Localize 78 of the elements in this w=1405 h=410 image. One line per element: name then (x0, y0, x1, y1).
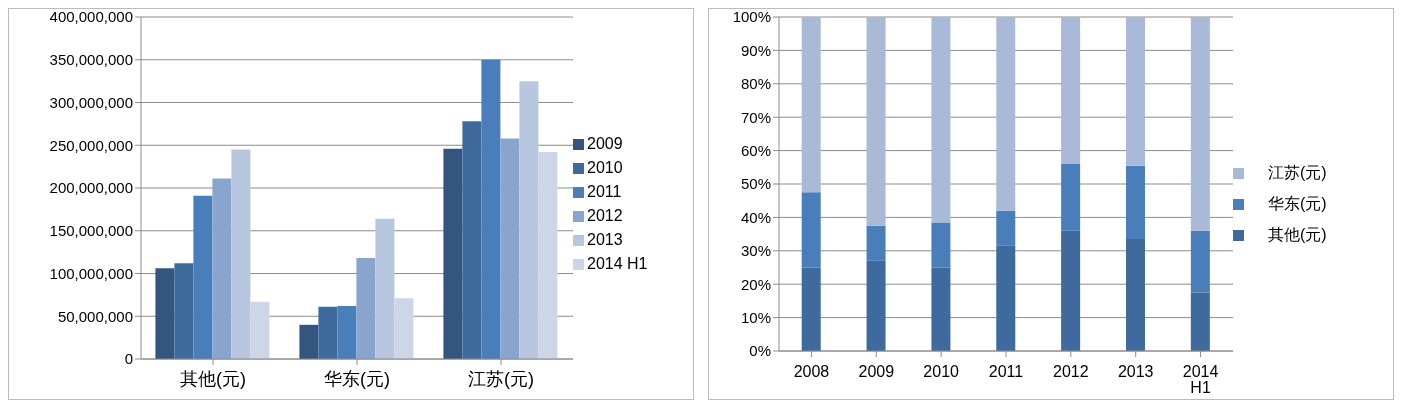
y-tick-label: 60% (740, 141, 771, 159)
y-tick-label: 400,000,000 (49, 8, 133, 26)
legend-label: 其他(元) (1268, 224, 1327, 245)
legend-label: 2013 (587, 231, 623, 249)
legend-label: 2009 (587, 135, 623, 153)
x-tick-label: 华东(元) (324, 369, 390, 389)
x-tick-label: 其他(元) (180, 369, 246, 389)
bar (1125, 239, 1145, 351)
bar (174, 263, 194, 359)
x-tick-label: 2009 (858, 363, 895, 380)
bar (931, 267, 951, 351)
legend-label: 2012 (587, 207, 623, 225)
bar (356, 258, 376, 359)
bar (996, 245, 1016, 351)
bar (996, 210, 1016, 246)
y-tick-label: 0 (124, 350, 133, 368)
x-tick-label: 2010 (923, 363, 960, 380)
bar (866, 17, 886, 226)
bar (231, 149, 251, 359)
bar (193, 195, 213, 359)
bar (394, 298, 414, 359)
bar (1125, 17, 1145, 166)
bar (538, 152, 558, 359)
legend-label: 华东(元) (1268, 193, 1327, 214)
bar (155, 268, 175, 359)
x-tick-label: 2013 (1117, 363, 1154, 380)
bar (212, 178, 232, 359)
y-tick-label: 100% (732, 8, 771, 26)
y-tick-label: 300,000,000 (49, 93, 133, 111)
bar (866, 225, 886, 261)
legend-label: 2014 H1 (587, 255, 648, 273)
y-tick-label: 50,000,000 (57, 307, 133, 325)
y-tick-label: 250,000,000 (49, 136, 133, 154)
bar (931, 17, 951, 223)
y-tick-label: 200,000,000 (49, 179, 133, 197)
y-tick-label: 10% (740, 308, 771, 326)
y-tick-label: 90% (740, 41, 771, 59)
bar (801, 267, 821, 351)
bar (1190, 230, 1210, 293)
bar (318, 306, 338, 359)
bar (481, 59, 501, 359)
legend-label: 2010 (587, 159, 623, 177)
x-tick-label: 2011 (988, 363, 1024, 380)
bar (462, 121, 482, 359)
bar (250, 301, 270, 359)
bar (1061, 230, 1081, 351)
y-tick-label: 150,000,000 (49, 222, 133, 240)
bar (1190, 17, 1210, 231)
bar (931, 222, 951, 268)
y-tick-label: 80% (740, 75, 771, 93)
legend-label: 2011 (587, 183, 622, 201)
y-tick-label: 20% (740, 275, 771, 293)
bar (337, 305, 357, 359)
bar (1061, 163, 1081, 231)
bar (1061, 17, 1081, 164)
legend-label: 江苏(元) (1268, 162, 1327, 183)
bar (801, 192, 821, 268)
bar (375, 218, 395, 359)
y-tick-label: 40% (740, 208, 771, 226)
bar (801, 17, 821, 193)
x-tick-label: 2012 (1053, 363, 1089, 380)
bar (1190, 292, 1210, 351)
bar (500, 138, 520, 359)
x-tick-label: 2008 (793, 363, 830, 380)
bar (299, 324, 319, 359)
bar (1125, 165, 1145, 240)
y-tick-label: 70% (740, 108, 771, 126)
y-tick-label: 100,000,000 (49, 264, 133, 282)
y-tick-label: 0% (749, 342, 771, 360)
y-tick-label: 30% (740, 242, 771, 260)
x-tick-label: 2014 H1 (1182, 363, 1219, 396)
bar (996, 17, 1016, 211)
x-tick-label: 江苏(元) (468, 369, 534, 389)
bar (866, 260, 886, 351)
y-tick-label: 350,000,000 (49, 51, 133, 69)
bar (443, 148, 463, 359)
y-tick-label: 50% (740, 175, 771, 193)
bar (519, 81, 539, 359)
